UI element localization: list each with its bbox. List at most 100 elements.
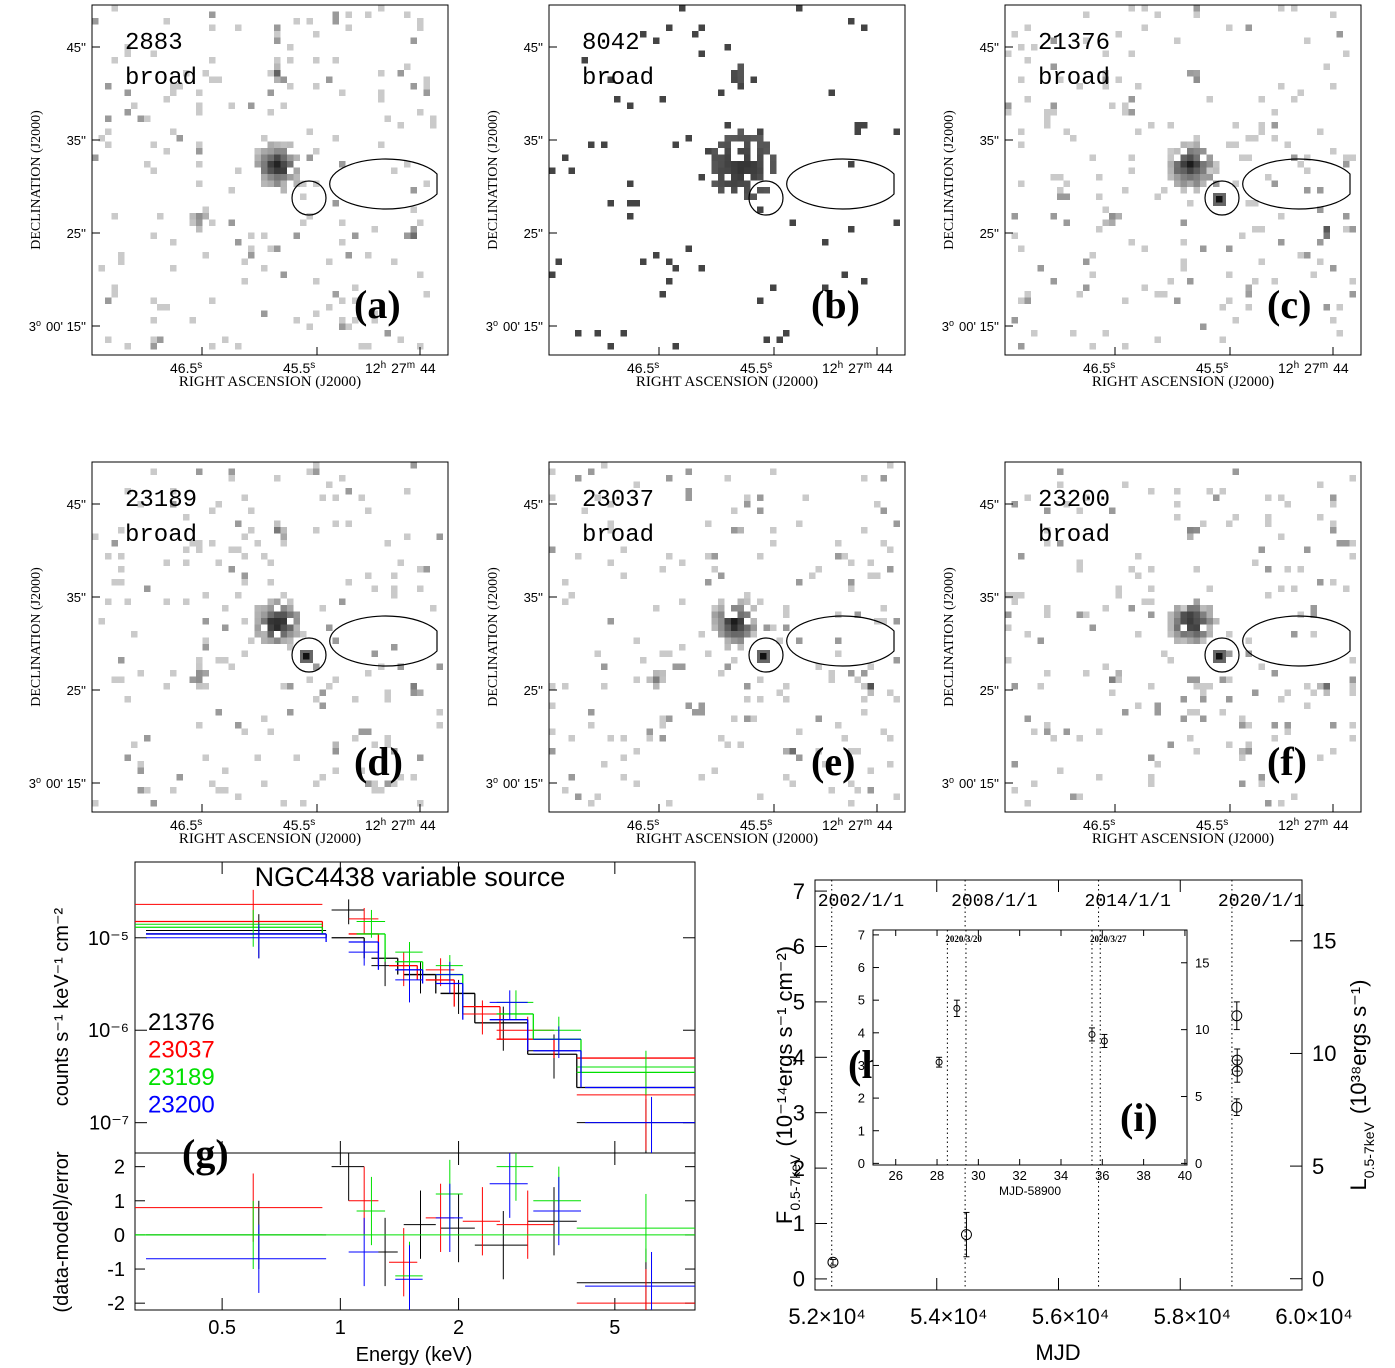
pixel: [568, 167, 575, 174]
pixel: [1317, 258, 1324, 265]
pixel: [248, 252, 255, 259]
x-tick-label-text: 45.5: [283, 817, 310, 833]
pixel: [1187, 709, 1194, 716]
x-axis-label: RIGHT ASCENSION (J2000): [179, 374, 361, 390]
pixel: [1083, 258, 1090, 265]
pixel: [293, 180, 300, 187]
x-tick-label-sup: s: [197, 817, 202, 828]
pixel: [731, 624, 738, 631]
pixel: [789, 219, 796, 226]
pixel: [378, 663, 385, 670]
x-tick-label: 5.4×10⁴: [910, 1304, 987, 1329]
pixel: [1174, 501, 1181, 508]
y2-tick-label: 15: [1312, 929, 1336, 954]
pixel: [757, 187, 764, 194]
pixel: [1044, 611, 1051, 618]
pixel: [1102, 70, 1109, 77]
pixel: [744, 167, 751, 174]
pixel: [306, 154, 313, 161]
x-axis-label: RIGHT ASCENSION (J2000): [636, 831, 818, 847]
pixel: [423, 180, 430, 187]
pixel: [1148, 488, 1155, 495]
pixel: [365, 343, 372, 350]
x-tick-label-sup: m: [407, 360, 415, 371]
pixel: [1154, 761, 1161, 768]
pixel: [1135, 128, 1142, 135]
y-tick-label: 25'': [67, 226, 86, 241]
pixel: [607, 501, 614, 508]
pixel: [1330, 317, 1337, 324]
pixel: [1135, 83, 1142, 90]
pixel: [744, 631, 751, 638]
y-axis-label: DECLINATION (J2000): [29, 567, 44, 707]
pixel: [436, 663, 443, 670]
pixel: [880, 728, 887, 735]
x-tick-label-text: 45.5: [740, 360, 767, 376]
pixel: [339, 317, 346, 324]
y-tick-label-text: 00' 15'': [959, 776, 999, 791]
pixel: [672, 265, 679, 272]
pixel: [705, 579, 712, 586]
pixel: [1258, 663, 1265, 670]
pixel: [293, 618, 300, 625]
pixel: [711, 148, 718, 155]
pixel: [1187, 735, 1194, 742]
pixel: [326, 304, 333, 311]
pixel: [1239, 748, 1246, 755]
pixel: [1005, 102, 1012, 109]
pixel: [313, 527, 320, 534]
pixel: [848, 559, 855, 566]
pixel: [1226, 676, 1233, 683]
pixel: [828, 787, 835, 794]
pixel: [1193, 70, 1200, 77]
pixel: [607, 520, 614, 527]
y-tick-label: 10⁻⁶: [88, 1020, 129, 1042]
pixel: [757, 128, 764, 135]
pixel: [880, 475, 887, 482]
pixel: [1317, 239, 1324, 246]
y-tick-label: 45'': [67, 497, 86, 512]
pixel: [287, 631, 294, 638]
pixel: [1076, 507, 1083, 514]
pixel: [1213, 161, 1220, 168]
pixel: [731, 174, 738, 181]
pixel: [770, 468, 777, 475]
pixel: [718, 611, 725, 618]
x-tick-label: 45.5s: [283, 817, 315, 834]
pixel: [267, 579, 274, 586]
pixel: [150, 468, 157, 475]
pixel: [659, 291, 666, 298]
pixel: [423, 83, 430, 90]
pixel: [332, 200, 339, 207]
pixel: [189, 540, 196, 547]
pixel: [731, 135, 738, 142]
pixel: [313, 468, 320, 475]
pixel: [718, 187, 725, 194]
y2-tick-label: 0: [1195, 1156, 1202, 1171]
pixel: [633, 748, 640, 755]
pixel: [235, 592, 242, 599]
pixel: [1226, 631, 1233, 638]
pixel: [1141, 598, 1148, 605]
pixel: [170, 670, 177, 677]
pixel: [607, 200, 614, 207]
pixel: [705, 553, 712, 560]
pixel: [1226, 650, 1233, 657]
pixel: [1271, 109, 1278, 116]
pixel: [404, 533, 411, 540]
pixel: [254, 631, 261, 638]
pixel: [1161, 650, 1168, 657]
pixel: [1154, 702, 1161, 709]
pixel: [1206, 624, 1213, 631]
pixel: [724, 44, 731, 51]
pixel: [1174, 180, 1181, 187]
pixel: [549, 546, 556, 553]
pixel: [261, 161, 268, 168]
pixel: [1258, 774, 1265, 781]
pixel: [711, 161, 718, 168]
pixel: [183, 546, 190, 553]
data-point: [1231, 1010, 1243, 1022]
pixel: [397, 336, 404, 343]
pixel: [757, 141, 764, 148]
pixel: [215, 787, 222, 794]
